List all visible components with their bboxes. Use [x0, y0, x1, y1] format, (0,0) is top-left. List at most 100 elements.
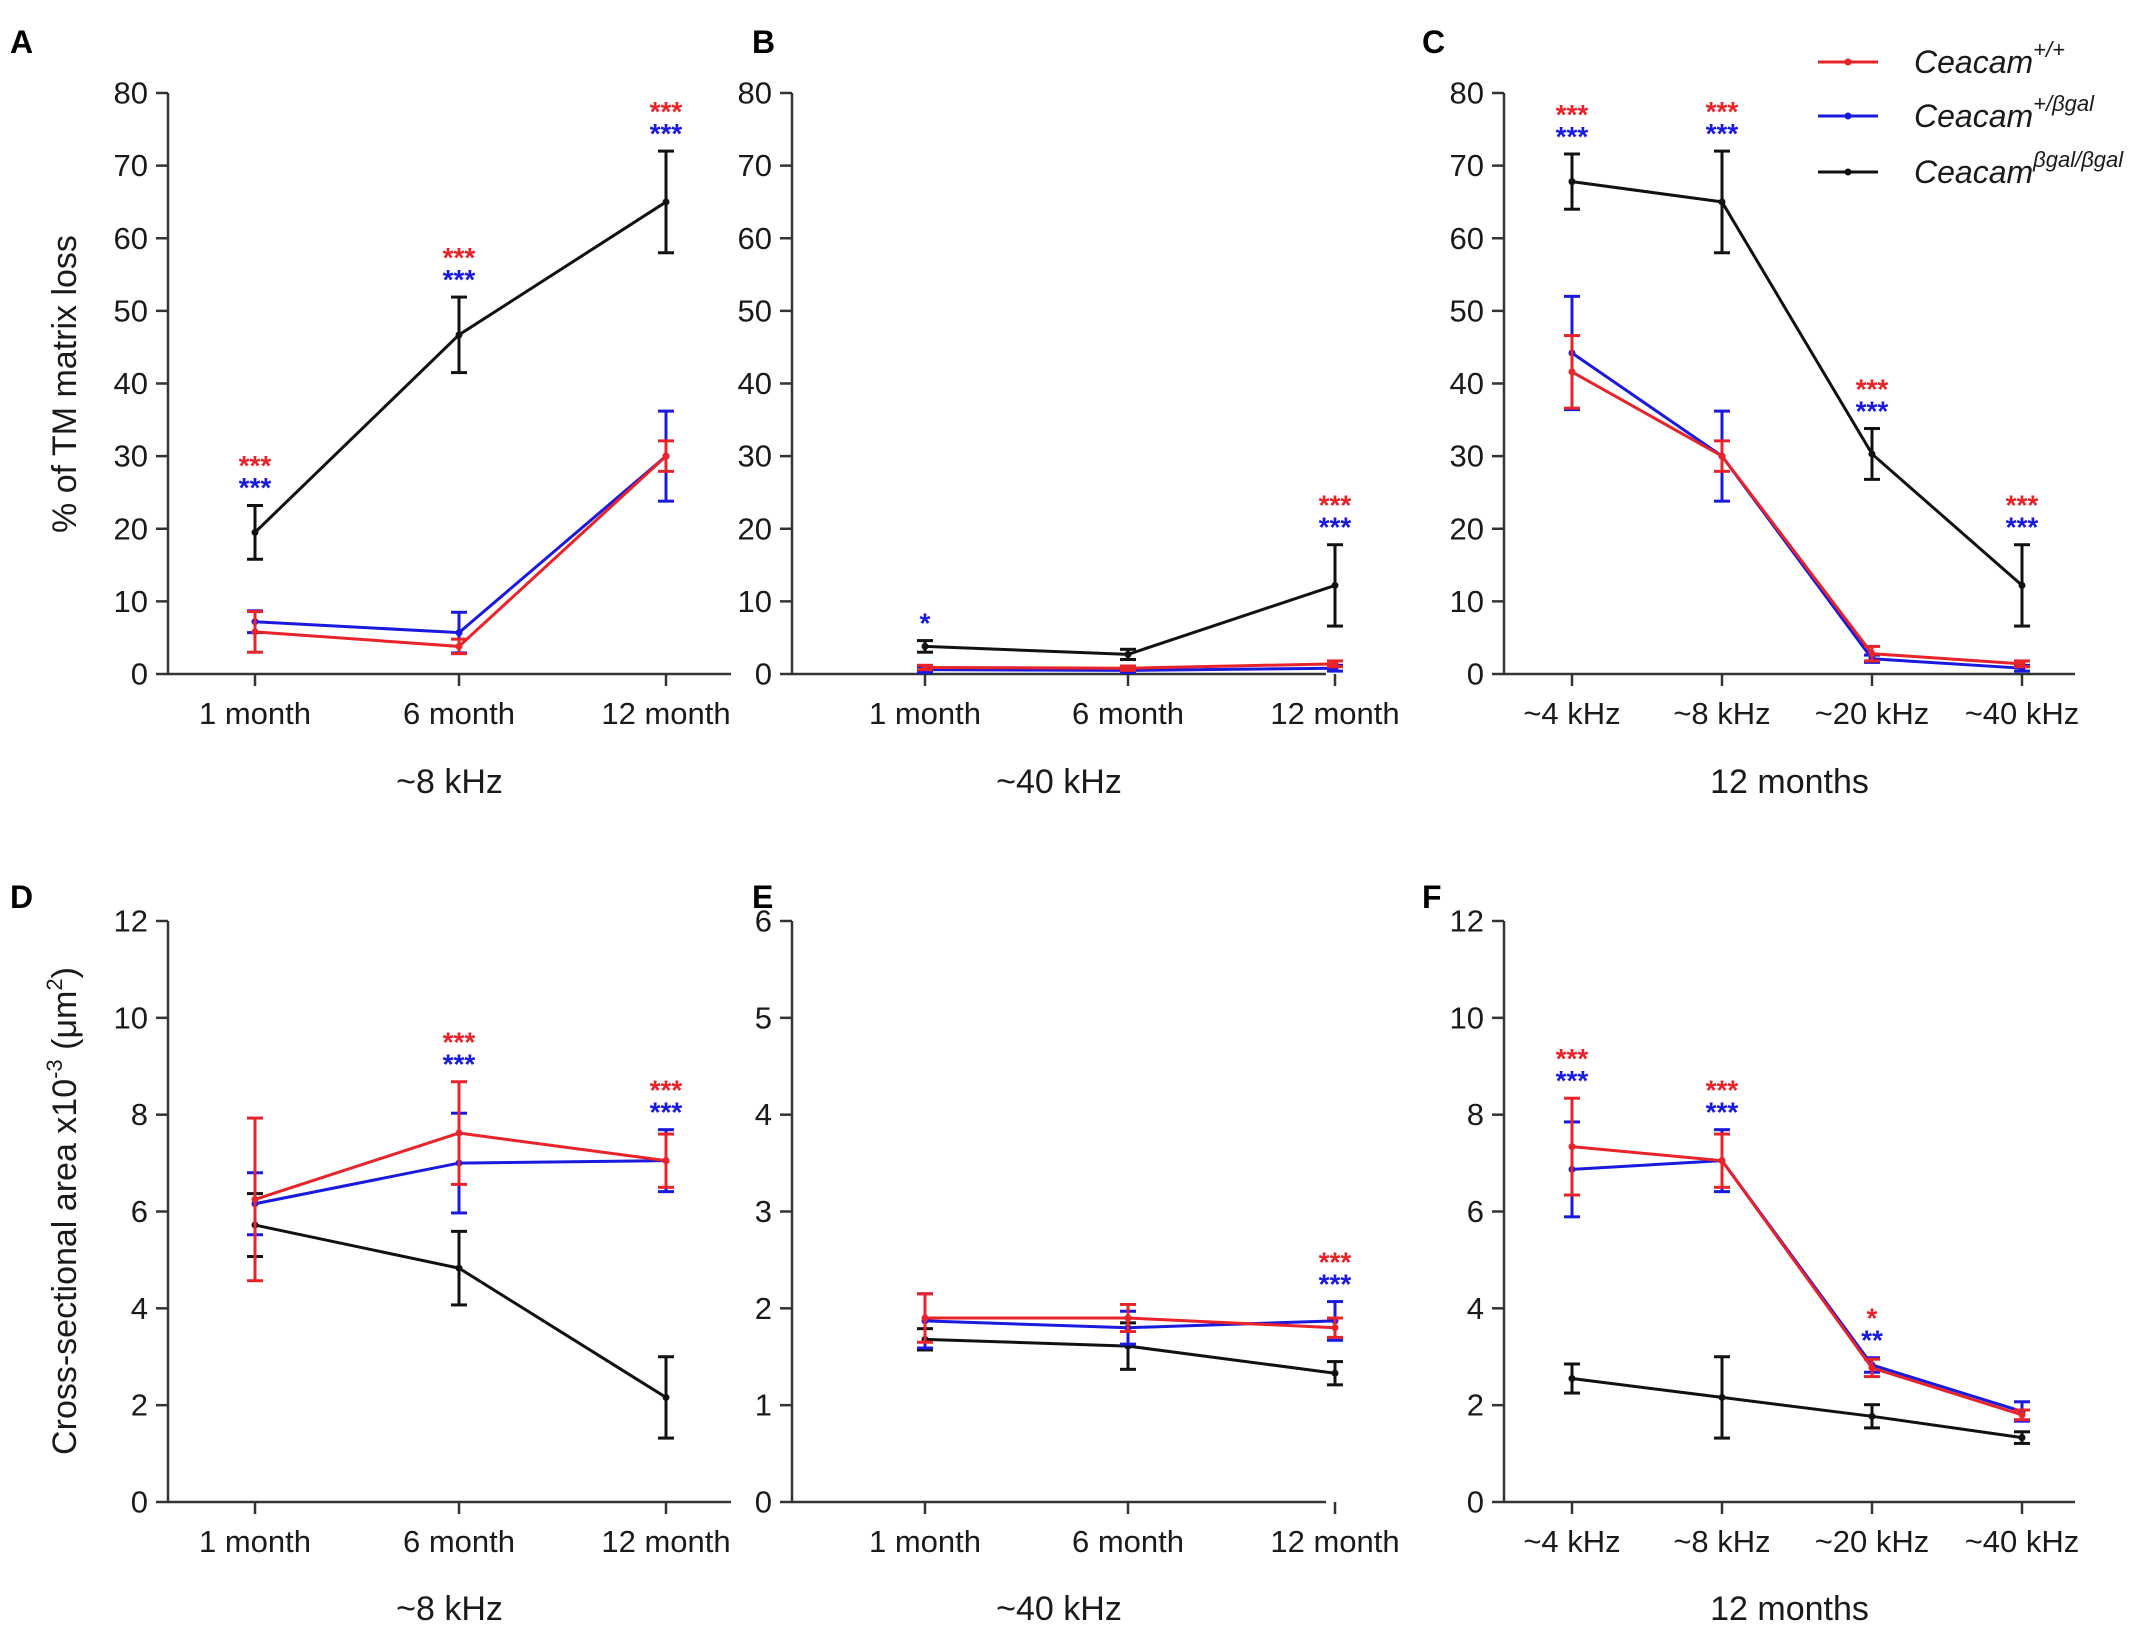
data-point: [455, 1264, 463, 1272]
significance-red: ***: [1556, 1043, 1589, 1074]
legend-label: Ceacam+/+: [1914, 37, 2065, 80]
y-tick-label: 0: [131, 1485, 148, 1520]
legend-swatch-dot: [1844, 168, 1852, 176]
series-wildtype: [247, 439, 674, 656]
panel-label: A: [10, 24, 33, 60]
significance-blue: ***: [443, 264, 476, 295]
data-point: [921, 642, 929, 650]
x-tick-label: ~4 kHz: [1523, 696, 1620, 731]
data-point: [662, 198, 670, 206]
x-tick-label: 12 month: [1270, 1524, 1399, 1559]
legend-entry-homozygous: Ceacamβgal/βgal: [1818, 147, 2124, 190]
legend-label: Ceacam+/βgal: [1914, 91, 2095, 134]
y-tick-label: 20: [114, 511, 148, 546]
y-label-main: Cross-sectional area x10: [46, 1079, 84, 1455]
legend-label-superscript: +/βgal: [2033, 91, 2095, 116]
data-point: [2018, 1434, 2026, 1442]
significance-blue: ***: [1556, 121, 1589, 152]
significance-blue: ***: [1856, 396, 1889, 427]
significance-blue: ***: [1319, 1269, 1352, 1300]
data-point: [1568, 1143, 1576, 1151]
data-point: [1331, 1324, 1339, 1332]
panel-label: E: [752, 879, 773, 915]
data-point: [1124, 664, 1132, 672]
significance-red: ***: [2006, 490, 2039, 521]
data-point: [455, 642, 463, 650]
x-tick-label: ~8 kHz: [1673, 1524, 1770, 1559]
significance-blue: ***: [1706, 1097, 1739, 1128]
y-tick-label: 10: [114, 1000, 148, 1035]
y-tick-label: 0: [131, 657, 148, 692]
y-tick-label: 80: [738, 76, 772, 111]
panel-label: B: [752, 24, 775, 60]
y-label-unit-exponent: 2: [42, 978, 67, 990]
legend-entry-heterozygous: Ceacam+/βgal: [1818, 91, 2095, 134]
data-point: [1331, 581, 1339, 589]
significance-blue: ***: [239, 472, 272, 503]
y-label-unit: (μm: [46, 991, 84, 1060]
y-tick-label: 12: [114, 904, 148, 939]
chart-panel-d: D 0 2 4 6 8 10 12 1 month 6 month 12 month ~8 kHz **…: [10, 879, 731, 1625]
y-tick-label: 6: [755, 904, 772, 939]
significance-red: *: [1867, 1303, 1878, 1334]
y-tick-label: 4: [755, 1097, 772, 1132]
y-tick-label: 10: [738, 584, 772, 619]
y-tick-label: 50: [114, 293, 148, 328]
x-tick-label: 6 month: [403, 696, 515, 731]
legend-label-base: Ceacam: [1914, 154, 2033, 190]
y-tick-label: 70: [114, 148, 148, 183]
series-line-heterozygous: [1571, 351, 2023, 670]
data-point: [1718, 452, 1726, 460]
y-tick-label: 0: [1467, 1485, 1484, 1520]
group-label: 12 months: [1710, 763, 1869, 801]
x-tick-label: ~40 kHz: [1965, 696, 2080, 731]
y-tick-label: 30: [114, 439, 148, 474]
y-tick-label: 10: [1450, 1000, 1484, 1035]
data-point: [921, 663, 929, 671]
y-tick-label: 20: [738, 511, 772, 546]
data-point: [251, 1195, 259, 1203]
y-tick-label: 0: [755, 657, 772, 692]
data-point: [251, 628, 259, 636]
legend-swatch-dot: [1844, 58, 1852, 66]
series-wildtype: [917, 659, 1343, 672]
data-point: [921, 1314, 929, 1322]
data-point: [1568, 368, 1576, 376]
significance-red: ***: [1319, 490, 1352, 521]
significance-red: ***: [1556, 99, 1589, 130]
data-point: [1868, 1364, 1876, 1372]
y-tick-label: 8: [1467, 1097, 1484, 1132]
series-heterozygous: [1564, 294, 2030, 673]
chart-panel-c: C 0 10 20 30 40 50 60 70 80 ~4 kHz ~8 kHz ~20 kHz ~40…: [1422, 24, 2079, 801]
significance-blue: ***: [650, 118, 683, 149]
group-label: ~40 kHz: [996, 1590, 1122, 1625]
group-label: ~8 kHz: [396, 1590, 503, 1625]
data-point: [2018, 1411, 2026, 1419]
panel-label: D: [10, 879, 33, 915]
x-tick-label: 1 month: [199, 696, 311, 731]
y-tick-label: 2: [1467, 1388, 1484, 1423]
legend-swatch-dot: [1844, 112, 1852, 120]
x-tick-label: 6 month: [1072, 696, 1184, 731]
y-tick-label: 3: [755, 1194, 772, 1229]
series-wildtype: [247, 1080, 674, 1283]
x-tick-label: ~20 kHz: [1815, 1524, 1930, 1559]
chart-panel-a: A 0 10 20 30 40 50 60 70 80 1 month 6 month 12 month…: [10, 24, 731, 801]
data-point: [1568, 178, 1576, 186]
x-tick-label: 6 month: [1072, 1524, 1184, 1559]
y-tick-label: 6: [1467, 1194, 1484, 1229]
x-tick-label: ~4 kHz: [1523, 1524, 1620, 1559]
series-homozygous: [247, 1192, 674, 1440]
group-label: ~8 kHz: [396, 763, 503, 801]
series-homozygous: [1564, 149, 2030, 628]
y-tick-label: 5: [755, 1000, 772, 1035]
data-point: [662, 1393, 670, 1401]
y-tick-label: 1: [755, 1388, 772, 1423]
data-point: [1718, 1157, 1726, 1165]
x-tick-label: ~20 kHz: [1815, 696, 1930, 731]
series-wildtype: [917, 1292, 1343, 1344]
significance-red: ***: [1856, 374, 1889, 405]
data-point: [1568, 1375, 1576, 1383]
